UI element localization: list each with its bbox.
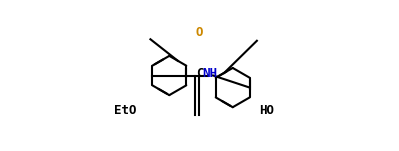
Text: EtO: EtO	[115, 104, 137, 117]
Text: O: O	[196, 26, 203, 39]
Text: C: C	[196, 67, 203, 80]
Text: NH: NH	[202, 67, 217, 80]
Text: HO: HO	[259, 104, 274, 117]
